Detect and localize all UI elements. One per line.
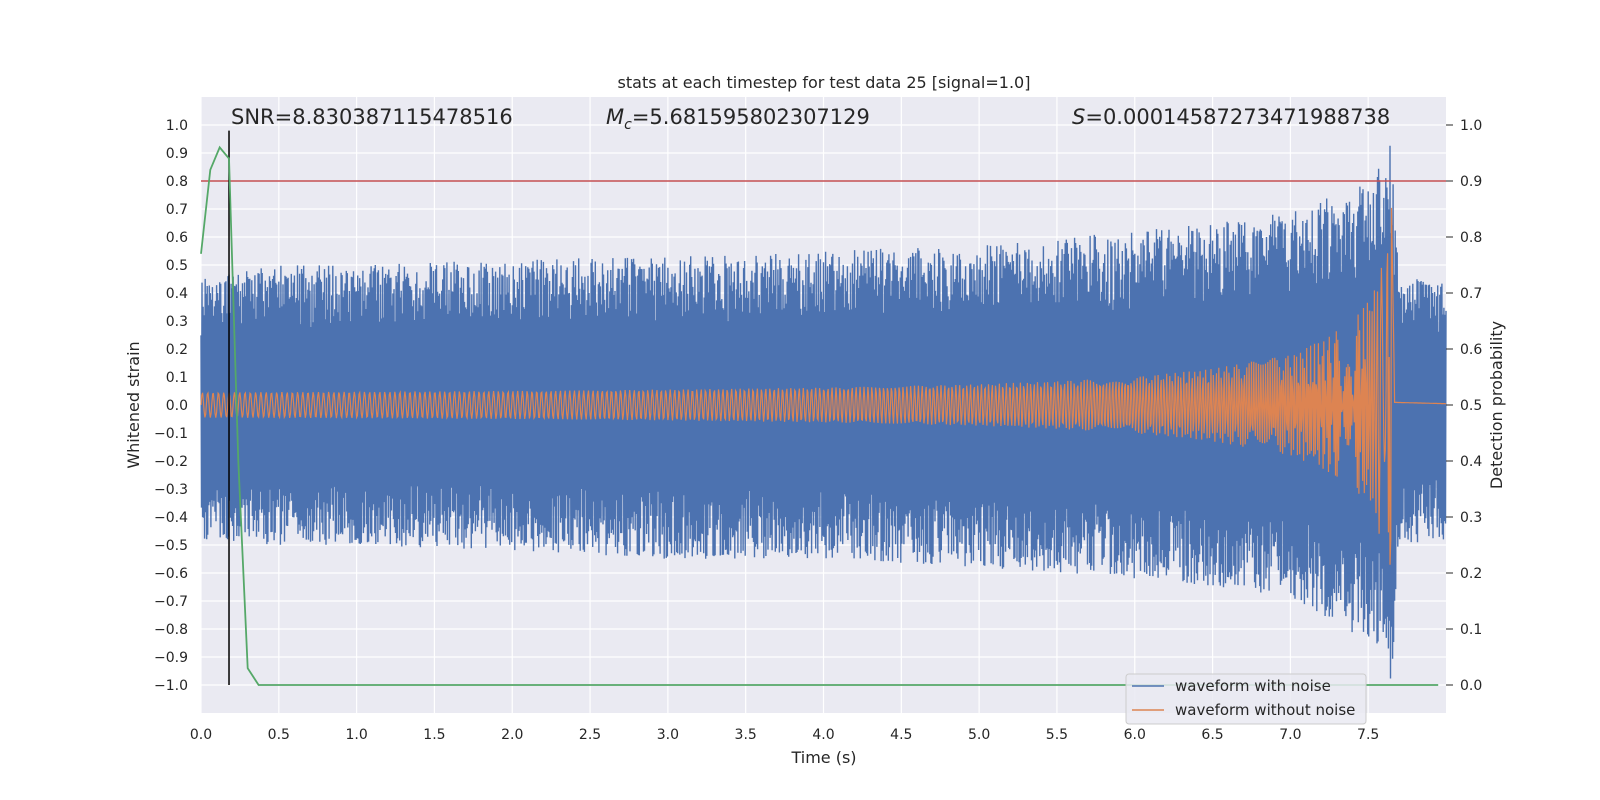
legend: waveform with noise waveform without noi… xyxy=(1125,673,1367,725)
y2-tick-label: 0.1 xyxy=(1460,622,1482,638)
x-tick-label: 1.0 xyxy=(345,727,367,743)
chart-title: stats at each timestep for test data 25 … xyxy=(618,73,1031,92)
x-tick-label: 2.0 xyxy=(501,727,523,743)
x-tick-label: 1.5 xyxy=(423,727,445,743)
y-tick-label: −0.2 xyxy=(154,454,188,470)
y-tick-label: −0.3 xyxy=(154,482,188,498)
chirp-mass-value: =5.681595802307129 xyxy=(632,105,870,129)
y-tick-label: 0.3 xyxy=(166,314,188,330)
y-tick-label: 0.5 xyxy=(166,258,188,274)
x-tick-label: 3.5 xyxy=(735,727,757,743)
y-tick-label: −0.9 xyxy=(154,650,188,666)
chirp-mass-annotation: Mc=5.681595802307129 xyxy=(606,105,870,133)
y-tick-label: 1.0 xyxy=(166,118,188,134)
s-symbol: S xyxy=(1072,105,1085,129)
y-tick-label: 0.9 xyxy=(166,146,188,162)
y-tick-label: −1.0 xyxy=(154,678,188,694)
s-value: =0.00014587273471988738 xyxy=(1085,105,1390,129)
y2-tick-label: 0.7 xyxy=(1460,286,1482,302)
x-tick-label: 3.0 xyxy=(657,727,679,743)
y2-tick-label: 0.8 xyxy=(1460,230,1482,246)
x-tick-label: 7.0 xyxy=(1279,727,1301,743)
y2-tick-label: 0.3 xyxy=(1460,510,1482,526)
y2-tick-label: 0.6 xyxy=(1460,342,1482,358)
y-tick-label: −0.4 xyxy=(154,510,188,526)
y2-tick-label: 0.0 xyxy=(1460,678,1482,694)
legend-label-waveform-with-noise: waveform with noise xyxy=(1175,677,1331,695)
y2-tick-label: 0.5 xyxy=(1460,398,1482,414)
y-tick-label: 0.8 xyxy=(166,174,188,190)
y-tick-label: 0.0 xyxy=(166,398,188,414)
y-tick-label: 0.1 xyxy=(166,370,188,386)
y2-tick-label: 0.9 xyxy=(1460,174,1482,190)
snr-annotation: SNR=8.830387115478516 xyxy=(231,105,513,129)
series-waveform-with-noise xyxy=(200,145,1447,679)
y2-tick-label: 0.2 xyxy=(1460,566,1482,582)
y-tick-label: 0.6 xyxy=(166,230,188,246)
y-tick-label: −0.6 xyxy=(154,566,188,582)
y-tick-label: −0.1 xyxy=(154,426,188,442)
y2-axis-label: Detection probability xyxy=(1487,321,1506,489)
series-layer xyxy=(200,145,1447,679)
x-tick-label: 5.5 xyxy=(1046,727,1068,743)
chirp-mass-subscript: c xyxy=(624,117,632,133)
x-tick-label: 4.0 xyxy=(812,727,834,743)
x-axis-label: Time (s) xyxy=(790,748,856,767)
x-tick-label: 5.0 xyxy=(968,727,990,743)
y-tick-label: 0.2 xyxy=(166,342,188,358)
y2-axis-ticks: 1.0 0.9 0.8 0.7 0.6 0.5 0.4 0.3 0.2 0.1 0.0 xyxy=(1446,118,1482,694)
s-annotation: S=0.00014587273471988738 xyxy=(1072,105,1390,129)
x-tick-label: 6.5 xyxy=(1201,727,1223,743)
x-tick-label: 0.5 xyxy=(268,727,290,743)
chirp-mass-symbol: M xyxy=(606,105,624,129)
y-axis-ticks: 1.0 0.9 0.8 0.7 0.6 0.5 0.4 0.3 0.2 0.1 0.0 −0.1 −0.… xyxy=(154,118,188,694)
x-tick-label: 6.0 xyxy=(1124,727,1146,743)
y2-tick-label: 1.0 xyxy=(1460,118,1482,134)
x-axis-ticks: 0.0 0.5 1.0 1.5 2.0 2.5 3.0 3.5 4.0 4.5 5.0 5.5 6.0 6… xyxy=(190,727,1379,743)
y-tick-label: 0.4 xyxy=(166,286,188,302)
x-tick-label: 7.5 xyxy=(1357,727,1379,743)
y2-tick-label: 0.4 xyxy=(1460,454,1482,470)
y-tick-label: −0.7 xyxy=(154,594,188,610)
x-tick-label: 2.5 xyxy=(579,727,601,743)
series-waveform-without-noise xyxy=(200,207,1446,565)
y-tick-label: −0.8 xyxy=(154,622,188,638)
legend-box xyxy=(1125,673,1367,725)
x-tick-label: 0.0 xyxy=(190,727,212,743)
legend-label-waveform-without-noise: waveform without noise xyxy=(1175,701,1355,719)
y-tick-label: 0.7 xyxy=(166,202,188,218)
y-tick-label: −0.5 xyxy=(154,538,188,554)
y-axis-label: Whitened strain xyxy=(124,341,143,468)
x-tick-label: 4.5 xyxy=(890,727,912,743)
